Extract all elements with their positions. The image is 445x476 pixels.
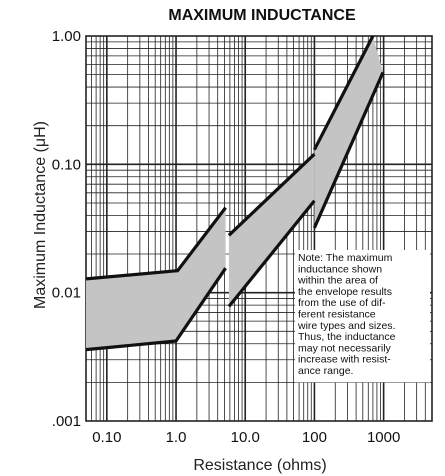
x-tick-label: 1000 xyxy=(367,429,400,446)
note-line: may not necessarily xyxy=(298,342,392,354)
plot-frame xyxy=(85,35,433,422)
y-axis-label: Maximum Inductance (μH) xyxy=(32,121,49,309)
envelope-upper-1 xyxy=(85,206,227,281)
envelope-fill-1 xyxy=(86,207,226,350)
envelope-outlines xyxy=(85,35,385,352)
envelope-fills xyxy=(86,36,383,350)
x-tick-label: 10.0 xyxy=(231,429,260,446)
note-line: inductance shown xyxy=(298,263,382,275)
x-axis-label: Resistance (ohms) xyxy=(193,457,326,474)
note-line: within the area of xyxy=(297,275,378,287)
chart-title: MAXIMUM INDUCTANCE xyxy=(168,7,356,24)
note-line: Note: The maximum xyxy=(298,252,393,264)
note-line: wire types and sizes. xyxy=(297,320,395,332)
envelope-upper-2 xyxy=(227,153,316,237)
x-tick-label: 100 xyxy=(302,429,327,446)
envelope-upper-3 xyxy=(312,35,375,151)
note-line: Thus, the inductance xyxy=(298,331,396,343)
y-tick-label: .001 xyxy=(52,413,81,430)
note-line: ferent resistance xyxy=(298,309,376,321)
x-tick-label: 1.0 xyxy=(166,429,187,446)
tick-labels: 0.10 1.0 10.0 100 1000 1.00 0.10 0.01 .001 xyxy=(52,28,401,446)
note-line: ance range. xyxy=(298,365,353,377)
envelope-fill-3 xyxy=(314,36,383,228)
note-background xyxy=(295,250,430,383)
y-tick-label: 0.10 xyxy=(52,156,81,173)
x-tick-label: 0.10 xyxy=(92,429,121,446)
y-tick-label: 0.01 xyxy=(52,285,81,302)
note-line: from the use of dif- xyxy=(298,297,386,309)
envelope-lower-2 xyxy=(227,199,316,308)
envelope-lower-3 xyxy=(312,71,385,229)
note-line: the envelope results xyxy=(298,286,392,298)
note-line: increase with resist- xyxy=(298,354,391,366)
envelope-lower-1 xyxy=(85,267,227,352)
envelope-fill-2 xyxy=(228,154,315,307)
y-tick-label: 1.00 xyxy=(52,28,81,45)
